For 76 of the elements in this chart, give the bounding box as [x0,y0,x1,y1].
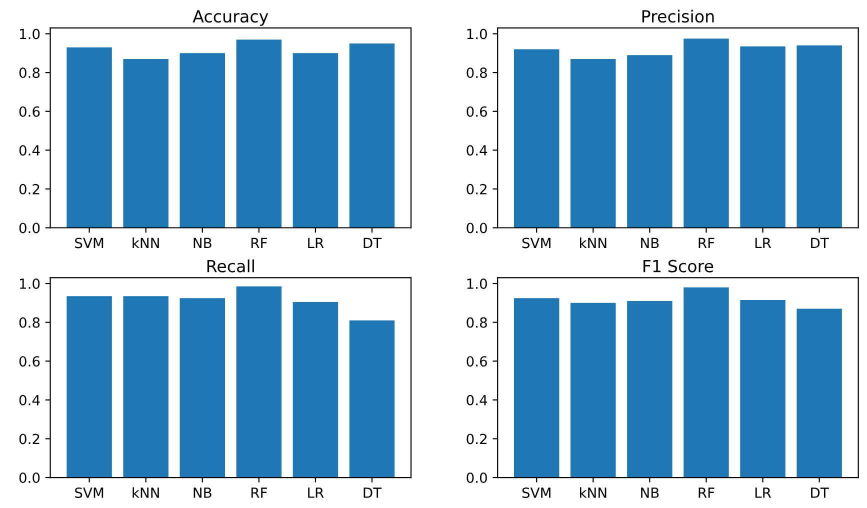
y-tick-label: 1.0 [20,278,40,289]
x-tick-label: kNN [132,487,159,498]
bar [349,320,395,478]
y-tick-label: 0.6 [19,356,40,367]
y-tick-label: 0.0 [19,472,40,483]
x-tick-label: RF [251,238,267,248]
x-tick-label: DT [811,238,829,248]
x-tick-label: LR [308,488,324,498]
x-tick-label: NB [641,488,659,498]
y-tick-label: 0.2 [19,184,40,194]
y-tick-label: 0.8 [466,317,487,328]
y-tick-label: 0.6 [466,356,487,367]
y-tick-label: 0.2 [466,184,486,194]
bar [740,300,786,478]
x-tick-label: SVM [75,238,104,248]
y-tick-label: 0.0 [19,222,40,234]
x-tick-label: NB [194,238,212,248]
bar [66,296,112,478]
x-tick-label: RF [251,488,267,498]
chart-title: Recall [207,259,254,272]
x-tick-label: NB [194,488,212,498]
bar [684,287,729,478]
y-tick-label: 0.6 [466,106,487,117]
x-tick-label: LR [308,238,324,248]
x-tick-label: kNN [580,237,606,248]
y-tick-label: 1.0 [467,28,487,40]
x-tick-label: SVM [522,487,550,498]
bar [123,296,168,478]
bar [123,58,168,228]
y-tick-label: 1.0 [20,28,40,40]
y-tick-label: 1.0 [467,278,487,289]
bar [684,38,729,228]
x-tick-label: DT [811,488,829,498]
y-tick-label: 0.0 [466,472,487,483]
bar [514,298,560,478]
y-tick-label: 0.4 [466,145,488,156]
x-tick-label: NB [641,238,659,248]
x-tick-label: kNN [132,237,159,248]
y-tick-label: 0.2 [466,434,486,444]
x-tick-label: SVM [522,238,550,248]
bar [292,302,338,478]
bar [570,58,616,228]
y-tick-label: 0.4 [19,394,40,406]
x-tick-label: LR [755,488,772,498]
chart-title: F1 Score [644,260,714,272]
bar [796,308,842,478]
bar [66,47,112,228]
bar [796,45,842,228]
x-tick-label: LR [755,238,772,248]
bar [236,286,282,478]
y-tick-label: 0.4 [19,145,40,156]
x-tick-label: RF [698,238,714,248]
bar [627,55,672,228]
y-tick-label: 0.2 [19,434,40,444]
bar [627,300,672,478]
bar [180,298,225,478]
bar [570,302,616,478]
y-tick-label: 0.8 [19,68,40,78]
bar [236,40,282,228]
bar [740,46,786,228]
x-tick-label: kNN [580,487,606,498]
chart-title: Accuracy [192,10,268,26]
bar [180,53,225,228]
y-tick-label: 0.6 [19,106,40,117]
bar [514,49,560,228]
x-tick-label: SVM [75,487,104,498]
y-tick-label: 0.8 [466,68,487,78]
bar [292,53,338,228]
chart-title: Precision [642,10,714,23]
y-tick-label: 0.0 [466,222,487,234]
y-tick-label: 0.8 [19,317,40,328]
x-tick-label: RF [698,488,714,498]
y-tick-label: 0.4 [466,394,488,406]
x-tick-label: DT [364,238,382,248]
x-tick-label: DT [364,488,382,498]
bar [349,43,395,228]
